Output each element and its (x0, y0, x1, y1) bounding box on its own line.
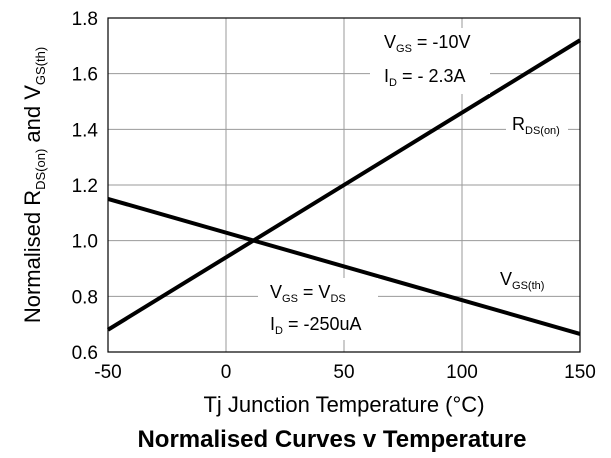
series-line-vgs-th (107, 196, 581, 336)
plot-frame (107, 17, 581, 353)
y-tick-label: 1.2 (72, 176, 98, 197)
annotation-bg-top (370, 28, 490, 94)
y-tick-label: 1.6 (72, 65, 98, 86)
chart-title: Normalised Curves v Temperature (137, 426, 526, 453)
y-tick-label: 0.6 (72, 343, 98, 364)
tick-labels: -50 0 50 100 150 0.6 0.8 1.0 1.2 1.4 1.6 1.8 (72, 9, 596, 383)
annotation-bg-vgs (496, 266, 558, 294)
annotation-id-2-3a: ID = - 2.3A (384, 66, 466, 89)
x-tick-label: 150 (564, 362, 596, 383)
annotation-bg-bottom (258, 278, 378, 340)
annotation-id-250ua: ID = -250uA (270, 314, 362, 337)
annotation-vgs-10v: VGS = -10V (384, 32, 470, 55)
x-tick-label: 100 (446, 362, 478, 383)
y-tick-label: 0.8 (72, 287, 98, 308)
annotation-vgs-eq-vds: VGS = VDS (270, 282, 346, 305)
series-label-rds-on: RDS(on) (512, 114, 560, 137)
x-tick-label: 0 (221, 362, 232, 383)
series-layer (106, 38, 582, 336)
y-tick-label: 1.4 (72, 120, 99, 141)
y-tick-label: 1.8 (72, 9, 98, 30)
series-label-vgs-th: VGS(th) (500, 269, 544, 292)
y-axis-title: Normalised RDS(on) and VGS(th) (20, 47, 48, 323)
x-tick-label: 50 (333, 362, 354, 383)
x-tick-label: -50 (94, 362, 121, 383)
annotation-bg-rds (506, 110, 568, 140)
x-axis-title: Tj Junction Temperature (°C) (203, 392, 484, 417)
series-line-rds-on (106, 38, 582, 332)
y-tick-label: 1.0 (72, 232, 98, 253)
